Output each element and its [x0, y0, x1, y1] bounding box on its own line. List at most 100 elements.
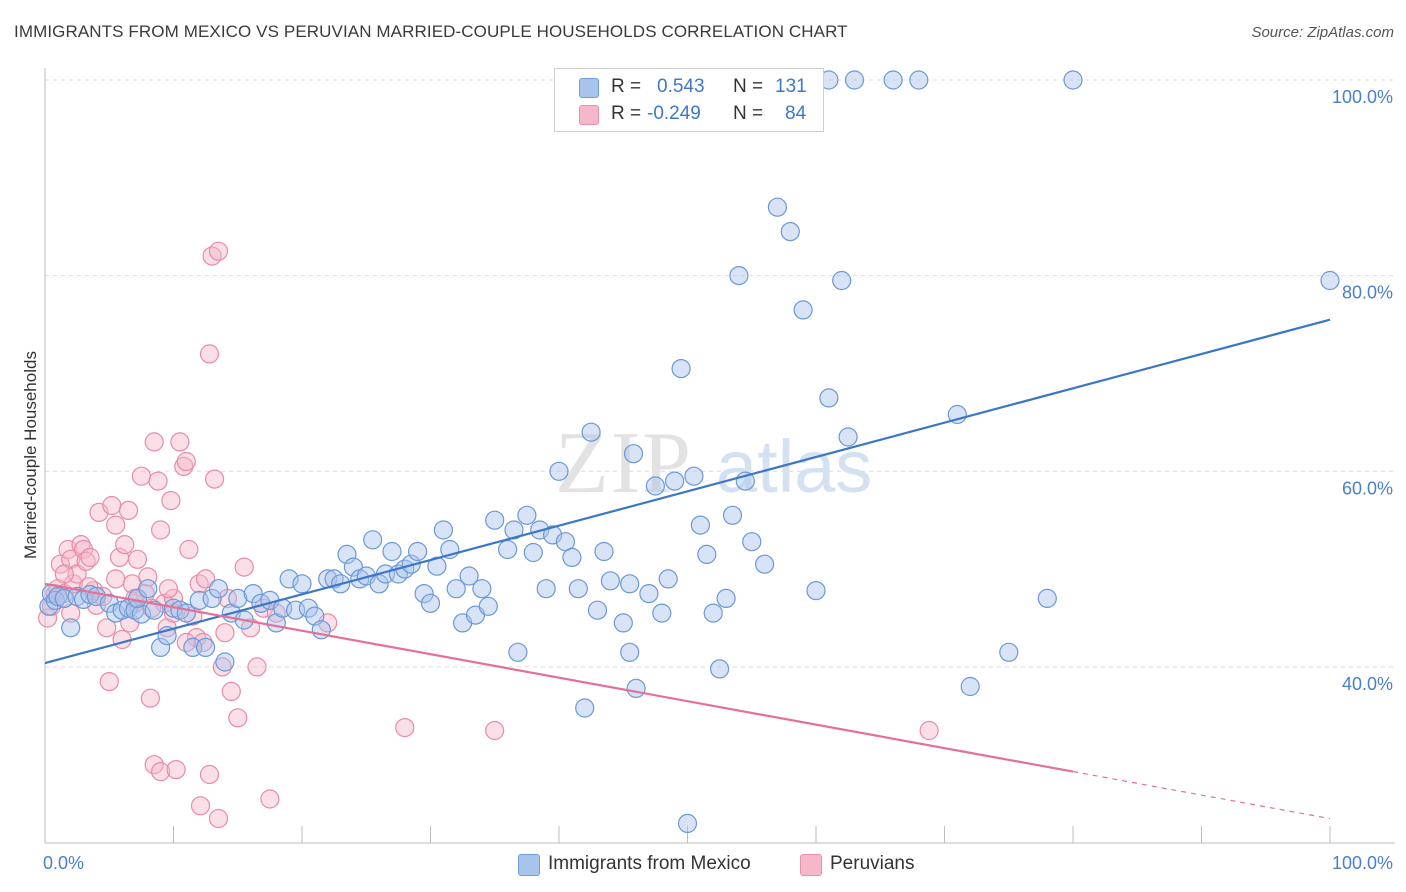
data-point	[626, 678, 646, 699]
data-point	[205, 469, 225, 489]
data-point	[243, 583, 263, 604]
data-point	[221, 681, 241, 702]
bottom-legend-label: Peruvians	[830, 853, 915, 874]
data-point	[148, 471, 168, 491]
data-point	[215, 623, 235, 643]
data-point	[754, 554, 775, 574]
data-point	[1063, 70, 1083, 90]
data-point	[292, 574, 312, 594]
data-point	[202, 588, 222, 609]
data-point	[190, 796, 211, 816]
data-point	[112, 629, 132, 650]
data-point	[144, 600, 164, 620]
data-point	[420, 593, 441, 613]
data-point	[819, 388, 839, 408]
y-tick-label: 60.0%	[1342, 478, 1393, 498]
data-point	[709, 659, 730, 679]
data-point	[549, 461, 569, 481]
data-point	[382, 541, 402, 562]
data-point	[144, 432, 164, 452]
data-point	[151, 637, 171, 658]
data-point	[127, 549, 148, 569]
peruvians-points	[37, 241, 939, 829]
data-point	[138, 579, 158, 599]
data-point	[652, 603, 672, 623]
data-point	[600, 571, 621, 591]
data-point	[575, 698, 595, 718]
y-axis-label: Married-couple Households	[21, 351, 40, 559]
data-point	[485, 510, 505, 530]
bottom-legend-label: Immigrants from Mexico	[548, 853, 751, 874]
data-point	[131, 466, 151, 486]
watermark-zip: ZIP	[555, 415, 693, 512]
data-point	[337, 544, 357, 565]
data-point	[106, 569, 126, 589]
data-point	[620, 574, 640, 594]
data-point	[228, 708, 248, 728]
data-point	[806, 580, 826, 601]
grid-lines	[45, 79, 1395, 668]
data-point	[298, 598, 318, 618]
data-point	[414, 583, 434, 604]
data-point	[562, 547, 582, 568]
data-point	[131, 604, 151, 624]
data-point	[247, 657, 267, 677]
data-point	[684, 466, 704, 486]
data-point	[459, 566, 479, 586]
chart-title: IMMIGRANTS FROM MEXICO VS PERUVIAN MARRI…	[14, 22, 848, 41]
data-point	[199, 344, 220, 364]
data-point	[485, 720, 505, 741]
data-point	[909, 70, 929, 90]
data-point	[395, 717, 415, 738]
trend-line-peruvians	[44, 582, 1074, 773]
data-point	[161, 491, 181, 511]
data-point	[671, 359, 691, 379]
data-point	[523, 542, 543, 563]
mexico-points	[39, 70, 1340, 834]
data-point	[54, 564, 74, 584]
data-point	[581, 422, 601, 442]
y-tick-labels: 40.0% 60.0% 80.0% 100.0%	[1332, 87, 1393, 694]
legend-r-label: R =	[611, 76, 642, 97]
data-point	[568, 579, 588, 599]
data-point	[61, 618, 81, 638]
data-point	[645, 476, 666, 496]
data-point	[151, 520, 171, 540]
x-tick-label: 0.0%	[43, 853, 84, 873]
data-point	[844, 70, 865, 90]
data-point	[208, 241, 229, 261]
correlation-legend: R = 0.543 N = 131 R = -0.249 N = 84	[554, 68, 824, 132]
data-point	[498, 539, 518, 560]
bottom-legend-swatch-mexico	[518, 854, 540, 876]
data-point	[716, 588, 736, 609]
data-point	[1037, 588, 1057, 609]
data-point	[703, 603, 723, 623]
data-point	[176, 451, 196, 472]
data-point	[363, 530, 383, 550]
data-point	[639, 583, 659, 604]
data-point	[408, 541, 428, 562]
data-point	[260, 789, 280, 809]
legend-n-value: 131	[775, 76, 807, 97]
legend-swatch-peruvians	[579, 105, 599, 125]
data-point	[1320, 270, 1340, 291]
legend-n-label: N =	[733, 76, 764, 97]
legend-r-value: -0.249	[647, 103, 701, 124]
y-tick-label: 80.0%	[1342, 283, 1393, 303]
data-point	[174, 456, 194, 476]
data-point	[838, 427, 858, 447]
data-point	[176, 632, 196, 653]
data-point	[228, 588, 248, 609]
data-point	[478, 596, 498, 616]
data-point	[504, 520, 524, 540]
data-point	[208, 579, 229, 599]
x-tick-labels: 0.0% 100.0%	[43, 853, 1393, 873]
data-point	[883, 70, 903, 90]
data-point	[80, 547, 100, 568]
data-point	[623, 444, 644, 464]
data-point	[102, 495, 122, 516]
y-tick-label: 100.0%	[1332, 87, 1393, 107]
trend-line-mexico	[44, 318, 1331, 665]
axes	[44, 68, 1395, 844]
data-point	[140, 688, 160, 708]
